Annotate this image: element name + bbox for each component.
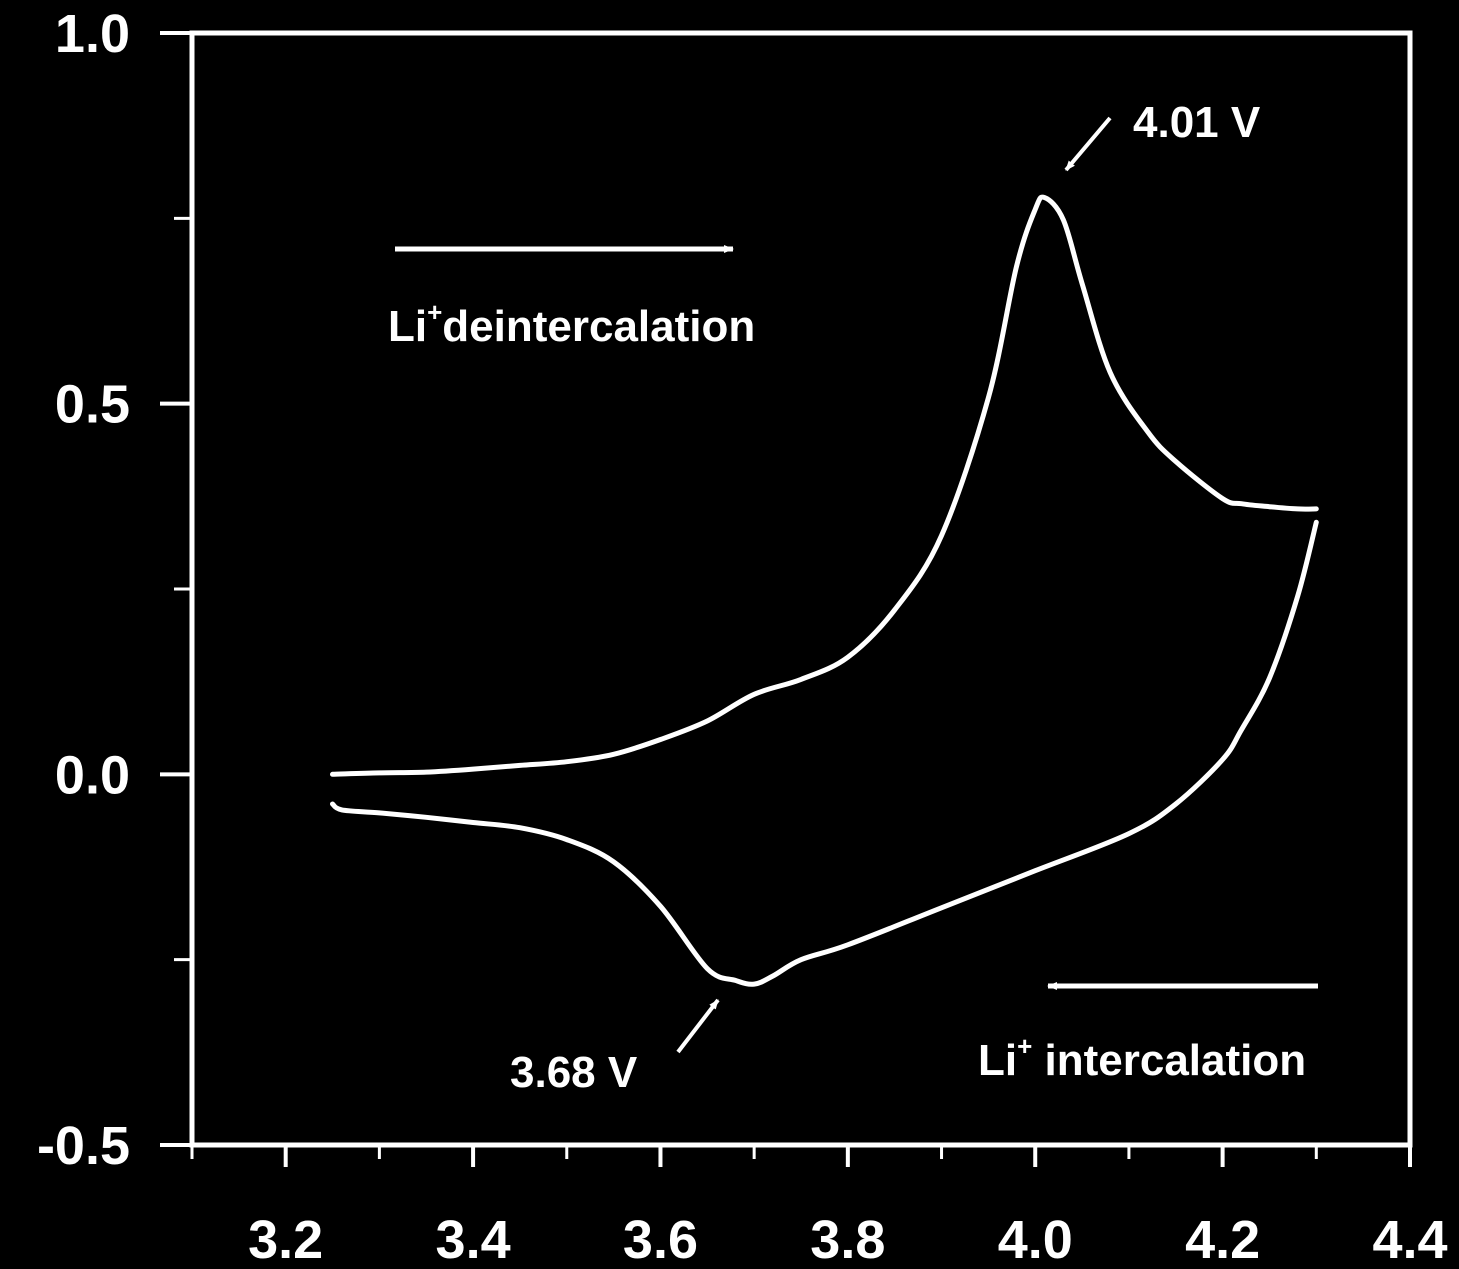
series-line-cathodic: [330, 519, 1319, 987]
deintercalation-label: Li+deintercalation: [388, 297, 755, 351]
oxidation-peak-arrow: [1064, 116, 1112, 172]
deintercalation-label-group: Li+deintercalation: [388, 245, 755, 351]
x-tick-label-4.2: 4.2: [1185, 1210, 1260, 1269]
intercalation-text: intercalation: [1032, 1036, 1306, 1085]
deintercalation-superscript: +: [427, 297, 442, 327]
y-tick-label-0.0: 0.0: [55, 745, 130, 805]
series-layer: [330, 194, 1319, 987]
y-axis: -0.5 0.0 0.5 1.0: [37, 4, 192, 1176]
reduction-peak-label: 3.68 V: [510, 1048, 638, 1097]
x-tick-label-3.8: 3.8: [810, 1210, 885, 1269]
y-tick-label-1.0: 1.0: [55, 4, 130, 64]
reduction-peak-arrow: [676, 998, 720, 1054]
x-tick-label-3.6: 3.6: [623, 1210, 698, 1269]
series-line-anodic: [330, 194, 1319, 777]
x-tick-label-4.4: 4.4: [1372, 1210, 1447, 1269]
y-tick-label--0.5: -0.5: [37, 1116, 130, 1176]
intercalation-li: Li: [978, 1036, 1017, 1085]
x-tick-label-3.4: 3.4: [436, 1210, 511, 1269]
deintercalation-li: Li: [388, 302, 427, 351]
intercalation-label: Li+ intercalation: [978, 1031, 1306, 1085]
x-tick-label-3.2: 3.2: [248, 1210, 323, 1269]
plot-frame: [189, 30, 1413, 1148]
annotation-reduction-peak: 3.68 V: [510, 998, 720, 1097]
intercalation-label-group: Li+ intercalation: [978, 982, 1318, 1085]
annotation-oxidation-peak: 4.01 V: [1064, 98, 1261, 172]
y-tick-label-0.5: 0.5: [55, 375, 130, 435]
x-axis: 3.2 3.4 3.6 3.8 4.0 4.2 4.4: [190, 1145, 1448, 1269]
intercalation-superscript: +: [1017, 1031, 1032, 1061]
x-tick-label-4.0: 4.0: [998, 1210, 1073, 1269]
oxidation-peak-label: 4.01 V: [1133, 98, 1261, 147]
deintercalation-text: deintercalation: [442, 302, 755, 351]
